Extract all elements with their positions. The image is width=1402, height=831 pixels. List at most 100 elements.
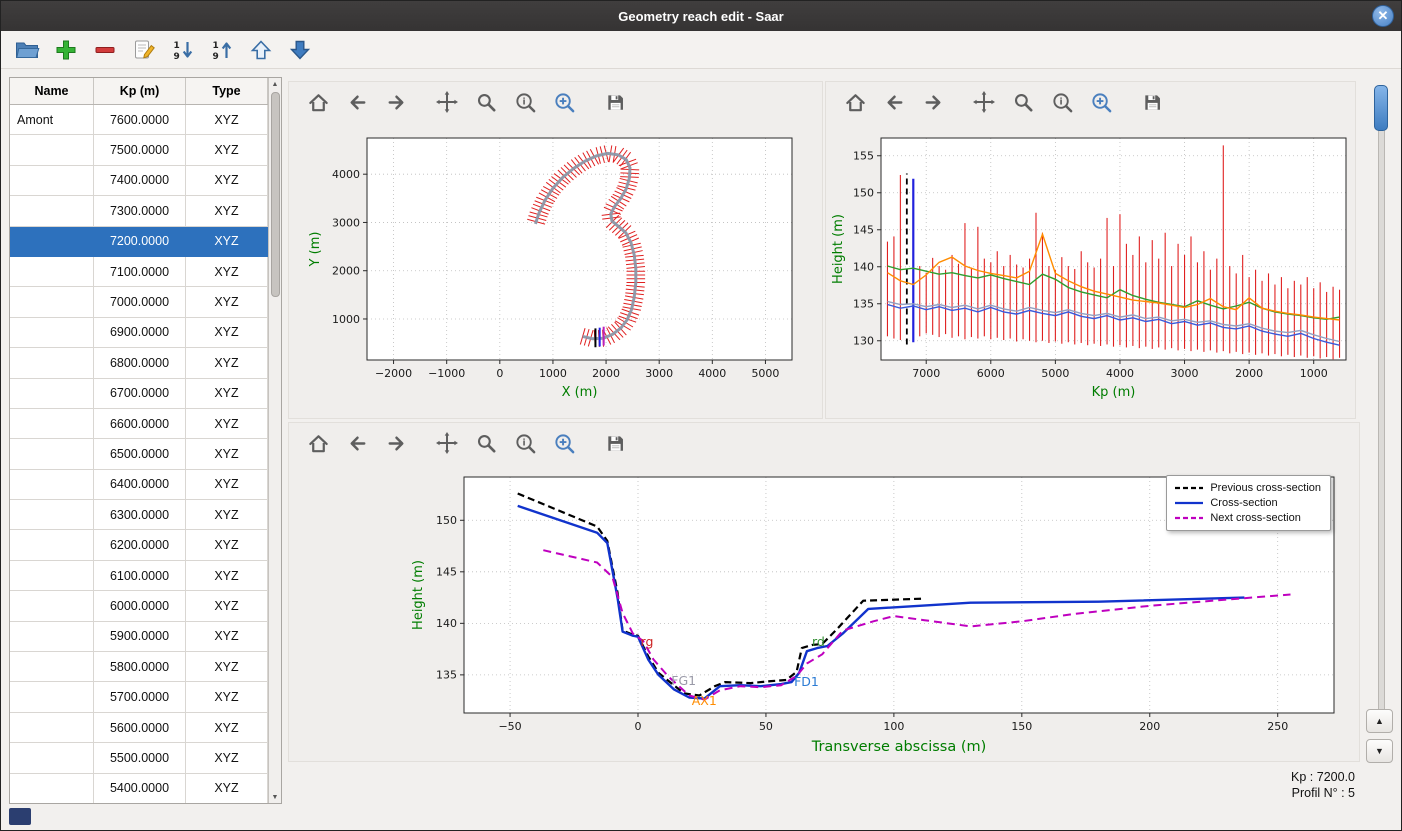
profile-up-button[interactable]: ▲	[1366, 709, 1393, 733]
table-row[interactable]: 7300.0000 XYZ	[10, 196, 281, 227]
type-cell[interactable]: XYZ	[186, 621, 268, 652]
kp-cell[interactable]: 7400.0000	[94, 165, 186, 196]
type-cell[interactable]: XYZ	[186, 196, 268, 226]
type-cell[interactable]: XYZ	[186, 530, 268, 560]
save-icon[interactable]	[602, 89, 628, 115]
back-icon[interactable]	[344, 430, 370, 456]
zoom-fit-icon[interactable]	[551, 430, 577, 456]
close-icon[interactable]: ✕	[1372, 5, 1394, 27]
scroll-up-icon[interactable]: ▲	[271, 80, 279, 88]
kp-cell[interactable]: 6800.0000	[94, 348, 186, 378]
plan-figure[interactable]: −2000 −1000 0 1000 2000 3000 4000 5000 1000 2000 3…	[289, 122, 822, 423]
cross-section-figure[interactable]: rg rd FG1 AX1 FD1 −50 0 50 100 150 200 250 135 140 145…	[289, 463, 1359, 768]
name-cell[interactable]	[10, 196, 94, 226]
forward-icon[interactable]	[920, 89, 946, 115]
save-icon[interactable]	[1139, 89, 1165, 115]
zoom-fit-icon[interactable]	[1088, 89, 1114, 115]
kp-cell[interactable]: 7500.0000	[94, 135, 186, 165]
pan-icon[interactable]	[434, 89, 460, 115]
home-icon[interactable]	[842, 89, 868, 115]
type-cell[interactable]: XYZ	[186, 560, 268, 591]
name-cell[interactable]	[10, 591, 94, 621]
name-cell[interactable]	[10, 743, 94, 773]
table-row[interactable]: 7500.0000 XYZ	[10, 135, 281, 166]
kp-cell[interactable]: 7600.0000	[94, 105, 186, 135]
home-icon[interactable]	[305, 430, 331, 456]
name-cell[interactable]	[10, 652, 94, 682]
zoom-icon[interactable]	[473, 430, 499, 456]
back-icon[interactable]	[881, 89, 907, 115]
table-row[interactable]: 6900.0000 XYZ	[10, 317, 281, 349]
type-cell[interactable]: XYZ	[186, 500, 268, 530]
titlebar[interactable]: Geometry reach edit - Saar ✕	[1, 1, 1401, 31]
table-scrollbar[interactable]: ▲ ▼	[268, 78, 281, 803]
column-header-type[interactable]: Type	[186, 78, 268, 104]
name-cell[interactable]	[10, 712, 94, 743]
kp-cell[interactable]: 6700.0000	[94, 378, 186, 408]
kp-cell[interactable]: 5400.0000	[94, 773, 186, 803]
type-cell[interactable]: XYZ	[186, 165, 268, 196]
type-cell[interactable]: XYZ	[186, 652, 268, 682]
move-up-icon[interactable]	[247, 36, 274, 63]
name-cell[interactable]	[10, 256, 94, 287]
table-row[interactable]: 6100.0000 XYZ	[10, 560, 281, 592]
forward-icon[interactable]	[383, 430, 409, 456]
zoom-info-icon[interactable]: i	[512, 89, 538, 115]
scroll-down-icon[interactable]: ▼	[271, 793, 279, 801]
column-header-name[interactable]: Name	[10, 78, 94, 104]
table-row[interactable]: 6800.0000 XYZ	[10, 348, 281, 379]
name-cell[interactable]	[10, 500, 94, 530]
table-row[interactable]: 6200.0000 XYZ	[10, 530, 281, 561]
kp-cell[interactable]: 6600.0000	[94, 408, 186, 439]
kp-cell[interactable]: 7100.0000	[94, 256, 186, 287]
type-cell[interactable]: XYZ	[186, 682, 268, 712]
kp-cell[interactable]: 6500.0000	[94, 439, 186, 469]
kp-cell[interactable]: 6900.0000	[94, 317, 186, 348]
name-cell[interactable]	[10, 560, 94, 591]
open-file-icon[interactable]	[13, 36, 40, 63]
type-cell[interactable]: XYZ	[186, 712, 268, 743]
kp-cell[interactable]: 6100.0000	[94, 560, 186, 591]
type-cell[interactable]: XYZ	[186, 743, 268, 773]
type-cell[interactable]: XYZ	[186, 135, 268, 165]
name-cell[interactable]	[10, 165, 94, 196]
name-cell[interactable]	[10, 408, 94, 439]
type-cell[interactable]: XYZ	[186, 105, 268, 135]
table-row[interactable]: 5700.0000 XYZ	[10, 682, 281, 713]
type-cell[interactable]: XYZ	[186, 378, 268, 408]
table-row[interactable]: 5800.0000 XYZ	[10, 652, 281, 683]
type-cell[interactable]: XYZ	[186, 317, 268, 348]
table-row[interactable]: Amont 7600.0000 XYZ	[10, 105, 281, 136]
profile-slider[interactable]	[1378, 87, 1385, 715]
zoom-info-icon[interactable]: i	[512, 430, 538, 456]
scrollbar-thumb[interactable]	[270, 92, 280, 297]
name-cell[interactable]	[10, 317, 94, 348]
table-row[interactable]: 7000.0000 XYZ	[10, 287, 281, 318]
table-row[interactable]: 5400.0000 XYZ	[10, 773, 281, 803]
back-icon[interactable]	[344, 89, 370, 115]
name-cell[interactable]	[10, 530, 94, 560]
table-row[interactable]: 7200.0000 XYZ	[10, 226, 281, 257]
kp-cell[interactable]: 6300.0000	[94, 500, 186, 530]
kp-cell[interactable]: 7300.0000	[94, 196, 186, 226]
name-cell[interactable]	[10, 773, 94, 803]
table-row[interactable]: 5900.0000 XYZ	[10, 621, 281, 653]
type-cell[interactable]: XYZ	[186, 773, 268, 803]
column-header-kp[interactable]: Kp (m)	[94, 78, 186, 104]
slider-thumb[interactable]	[1374, 85, 1388, 131]
type-cell[interactable]: XYZ	[186, 408, 268, 439]
table-row[interactable]: 6000.0000 XYZ	[10, 591, 281, 622]
type-cell[interactable]: XYZ	[186, 469, 268, 500]
table-row[interactable]: 6700.0000 XYZ	[10, 378, 281, 409]
forward-icon[interactable]	[383, 89, 409, 115]
longitudinal-figure[interactable]: 7000 6000 5000 4000 3000 2000 1000 130 135 140 145…	[826, 122, 1355, 423]
name-cell[interactable]	[10, 439, 94, 469]
name-cell[interactable]: Amont	[10, 105, 94, 135]
name-cell[interactable]	[10, 378, 94, 408]
remove-profile-icon[interactable]	[91, 36, 118, 63]
profile-down-button[interactable]: ▼	[1366, 739, 1393, 763]
home-icon[interactable]	[305, 89, 331, 115]
zoom-fit-icon[interactable]	[551, 89, 577, 115]
